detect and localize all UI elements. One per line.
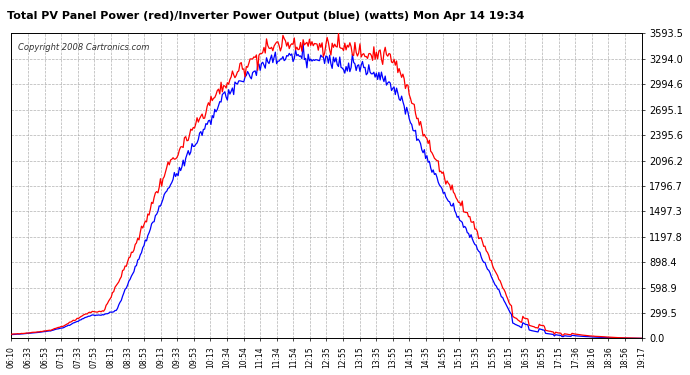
Text: Copyright 2008 Cartronics.com: Copyright 2008 Cartronics.com	[18, 43, 149, 52]
Text: Total PV Panel Power (red)/Inverter Power Output (blue) (watts) Mon Apr 14 19:34: Total PV Panel Power (red)/Inverter Powe…	[7, 11, 524, 21]
